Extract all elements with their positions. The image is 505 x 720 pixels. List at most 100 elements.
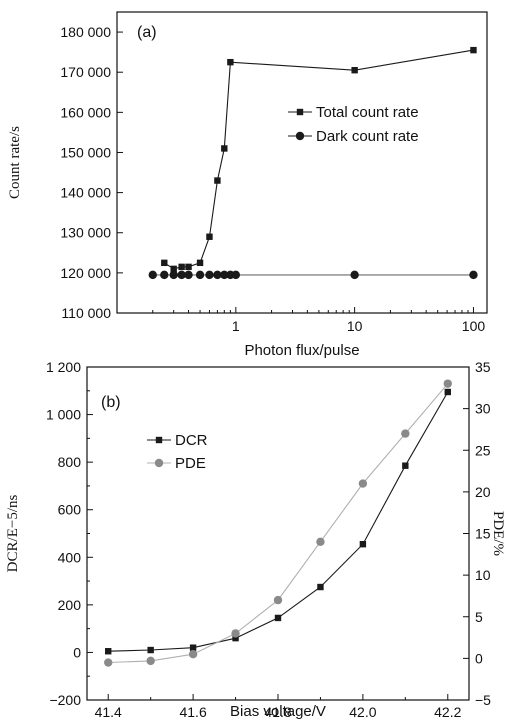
y2-tick-label-b: 5 — [475, 609, 483, 625]
data-point-a-0 — [196, 259, 204, 267]
data-point-a-1 — [231, 270, 241, 280]
data-point-b-1 — [146, 656, 155, 666]
y-tick-label-b: 400 — [58, 549, 82, 565]
y2-tick-label-b: 25 — [475, 442, 491, 458]
x-axis-title-b: Bias voltage/V — [230, 703, 326, 720]
data-point-a-1 — [350, 270, 359, 280]
legend-marker-b — [155, 436, 163, 444]
y-tick-label-a: 130 000 — [60, 225, 111, 241]
y-tick-label-b: 1 000 — [46, 407, 81, 423]
series-a-1 — [148, 270, 478, 280]
legend-b: DCR PDE — [147, 432, 208, 472]
y2-axis-title-b: PDE/% — [490, 511, 505, 556]
legend-label-a: Dark count rate — [316, 128, 419, 145]
data-point-b-0 — [105, 648, 112, 655]
chart-a: 110 000 120 000 130 000 140 000 150 000 160 0… — [7, 11, 488, 359]
legend-a: Total count rate Dark count rate — [288, 104, 419, 145]
data-point-b-1 — [188, 650, 198, 659]
y2-tick-label-b: 0 — [475, 650, 483, 666]
data-point-b-1 — [231, 629, 240, 638]
data-point-a-1 — [148, 270, 157, 280]
data-point-a-0 — [221, 145, 228, 152]
legend-label-a: Total count rate — [316, 104, 419, 121]
data-point-a-0 — [227, 58, 234, 66]
y-tick-label-a: 160 000 — [60, 104, 111, 120]
data-point-b-0 — [317, 583, 324, 591]
series-a-0 — [161, 46, 477, 273]
legend-marker-a — [296, 108, 304, 116]
y-tick-label-b: 200 — [58, 597, 82, 613]
chart-b: −200 0 200 400 600 800 1 000 1 200 −5 0 5 10 15 20 25 3… — [5, 359, 505, 720]
data-point-a-1 — [220, 270, 229, 280]
y2-tick-label-b: 30 — [475, 401, 491, 417]
series-b-0 — [105, 388, 451, 655]
data-point-b-0 — [232, 634, 239, 642]
data-point-b-1 — [401, 429, 410, 438]
data-point-a-1 — [169, 270, 178, 280]
legend-marker-a — [295, 131, 305, 141]
data-point-b-1 — [443, 379, 452, 388]
panel-label-b: (b) — [101, 394, 121, 411]
x-tick-label-a: 1 — [232, 318, 240, 334]
y-tick-label-a: 170 000 — [60, 64, 111, 80]
data-point-b-0 — [274, 614, 282, 622]
y2-tick-label-b: 20 — [475, 484, 491, 500]
data-point-b-0 — [444, 388, 451, 396]
y-tick-label-a: 120 000 — [60, 265, 111, 281]
x-tick-label-a: 100 — [462, 318, 486, 334]
y2-tick-label-b: 35 — [475, 359, 491, 375]
data-point-b-1 — [104, 658, 113, 667]
y-axis-title-a: Count rate/s — [7, 126, 23, 199]
y-axis-title-b: DCR/E−5/ns — [5, 495, 21, 573]
plot-frame-a — [116, 11, 488, 314]
data-point-a-1 — [213, 270, 222, 280]
y-tick-label-b: 0 — [73, 644, 81, 660]
data-point-b-1 — [273, 595, 283, 605]
x-tick-label-b: 41.4 — [95, 704, 122, 720]
x-tick-label-b: 41.8 — [264, 704, 291, 720]
data-point-a-0 — [178, 263, 185, 271]
data-point-a-0 — [351, 66, 358, 74]
data-point-a-0 — [161, 259, 168, 267]
y-tick-label-a: 180 000 — [60, 24, 111, 40]
data-point-b-0 — [147, 646, 154, 654]
y-tick-label-a: 140 000 — [60, 185, 111, 201]
y-tick-label-b: 600 — [58, 502, 82, 518]
data-point-a-0 — [470, 46, 477, 54]
data-point-a-1 — [184, 270, 193, 280]
data-point-b-1 — [316, 537, 325, 547]
series-b-1 — [104, 379, 452, 667]
data-point-a-0 — [170, 265, 177, 273]
x-tick-label-b: 42.0 — [349, 704, 376, 720]
y2-tick-label-b: −5 — [475, 692, 491, 708]
legend-marker-b — [154, 458, 164, 468]
panel-label-a: (a) — [137, 24, 157, 41]
data-point-a-0 — [214, 177, 221, 184]
x-tick-label-b: 41.6 — [179, 704, 206, 720]
x-tick-label-b: 42.2 — [434, 704, 461, 720]
y2-tick-label-b: 15 — [475, 526, 491, 542]
data-point-a-1 — [205, 270, 214, 280]
data-point-a-1 — [160, 270, 169, 280]
series-line-b-0 — [108, 391, 449, 652]
y-tick-label-b: 800 — [58, 454, 82, 470]
data-point-a-0 — [185, 263, 192, 271]
data-point-a-0 — [206, 233, 213, 240]
data-point-b-0 — [402, 462, 409, 469]
legend-label-b: PDE — [175, 455, 206, 472]
data-point-b-0 — [189, 644, 197, 651]
data-point-a-1 — [469, 270, 478, 280]
data-point-a-1 — [177, 270, 186, 280]
data-point-b-0 — [359, 541, 367, 548]
y-tick-label-b: −200 — [49, 692, 81, 708]
legend-label-b: DCR — [175, 432, 208, 449]
data-point-b-1 — [358, 479, 368, 488]
x-axis-title-a: Photon flux/pulse — [244, 342, 359, 359]
y-tick-label-b: 1 200 — [46, 359, 81, 375]
y-tick-label-a: 110 000 — [61, 305, 111, 321]
x-tick-label-a: 10 — [347, 318, 363, 334]
data-point-a-1 — [195, 270, 205, 280]
y2-tick-label-b: 10 — [475, 567, 491, 583]
y-tick-label-a: 150 000 — [60, 144, 111, 160]
